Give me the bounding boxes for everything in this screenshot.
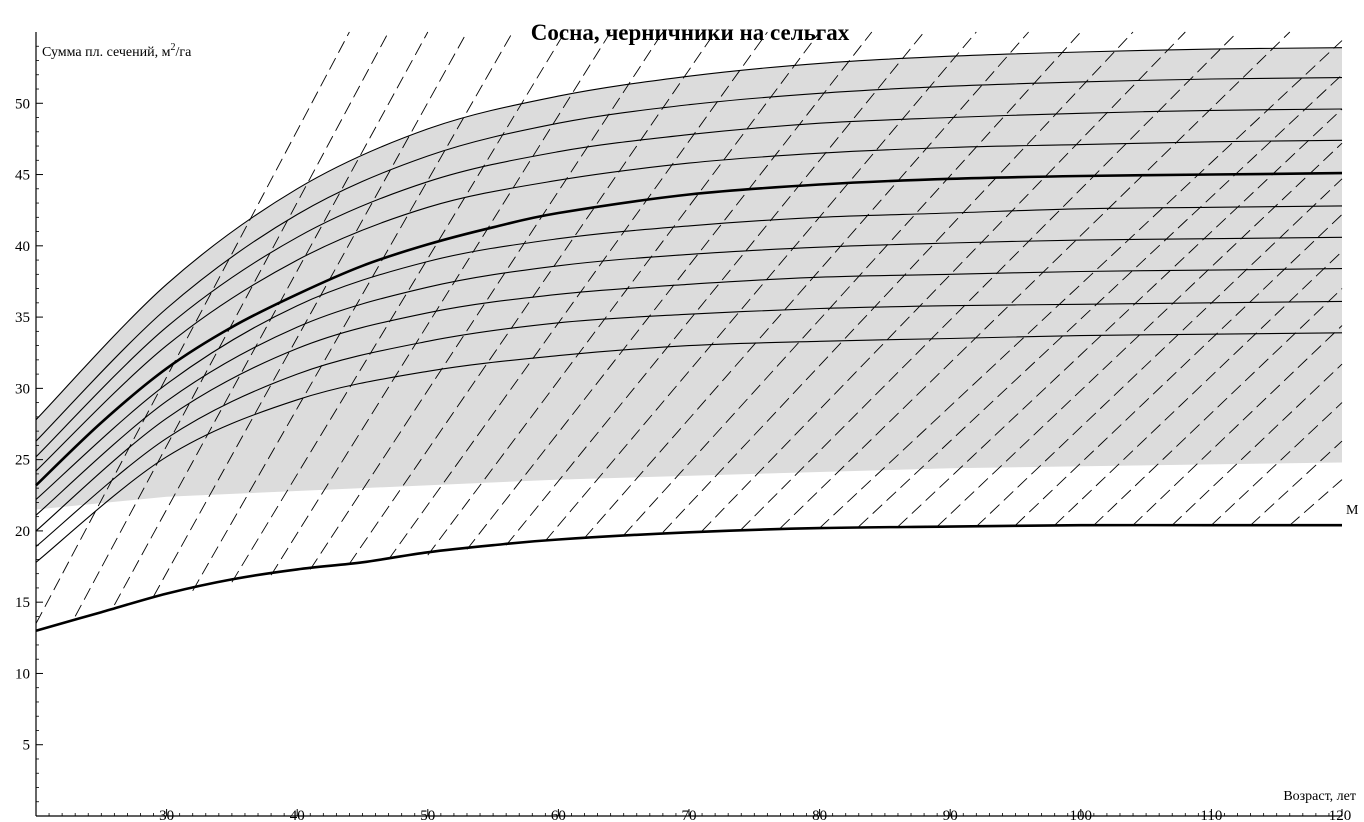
y-tick-label-30: 30: [15, 381, 30, 397]
x-axis-label: Возраст, лет: [1283, 789, 1356, 804]
dashed-line-15: [584, 31, 1029, 539]
x-tick-label-50: 50: [420, 808, 435, 822]
y-axis-label: Сумма пл. сечений, м2/га: [42, 42, 192, 60]
dashed-line-14: [544, 31, 977, 542]
chart-title: Сосна, черничники на сельгах: [531, 20, 850, 45]
dashed-line-32: [1250, 440, 1343, 526]
dashed-lines-group: [35, 31, 1343, 624]
thick-curve-11: [35, 523, 1342, 632]
x-tick-label-110: 110: [1200, 808, 1222, 822]
dashed-line-13: [505, 31, 925, 546]
curve-3: [35, 268, 1343, 532]
dashed-line-21: [819, 40, 1343, 529]
dashed-line-27: [1054, 251, 1343, 526]
y-tick-label-25: 25: [15, 453, 30, 469]
dashed-line-5: [192, 31, 514, 592]
dashed-line-33: [1289, 479, 1343, 526]
dashed-line-12: [466, 31, 873, 550]
x-tick-label-30: 30: [159, 808, 174, 822]
dashed-line-1: [35, 31, 350, 624]
y-tick-label-45: 45: [15, 168, 30, 184]
dashed-line-11: [427, 31, 820, 556]
dashed-line-28: [1093, 288, 1343, 526]
curve-9: [35, 77, 1343, 442]
dashed-line-10: [388, 31, 768, 560]
x-tick-label-100: 100: [1070, 808, 1093, 822]
curve-10: [35, 47, 1343, 421]
curve-2: [35, 300, 1343, 548]
y-tick-label-50: 50: [15, 96, 30, 112]
dashed-line-18: [701, 31, 1186, 532]
x-tick-label-40: 40: [290, 808, 305, 822]
dashed-line-4: [153, 31, 468, 597]
dashed-line-31: [1211, 402, 1343, 526]
dashed-line-20: [780, 31, 1291, 529]
curves-group: [35, 47, 1343, 632]
annotation-m: М: [1346, 503, 1359, 518]
dashed-line-7: [270, 31, 611, 576]
dashed-line-30: [1171, 363, 1343, 526]
y-tick-label-15: 15: [15, 595, 30, 611]
y-tick-label-40: 40: [15, 239, 30, 255]
dashed-line-6: [231, 31, 566, 583]
thick-curve-6: [35, 171, 1343, 487]
y-tick-label-35: 35: [15, 310, 30, 326]
dashed-line-19: [740, 31, 1238, 530]
y-tick-label-20: 20: [15, 524, 30, 540]
x-tick-label-60: 60: [551, 808, 566, 822]
curve-1: [35, 332, 1343, 563]
ticks-group: 30 40 50 60 70 80 90 100 110 120 5 10 15 20 25 30 35 40 45…: [15, 45, 1352, 822]
x-tick-label-70: 70: [682, 808, 697, 822]
x-tick-label-120: 120: [1329, 808, 1352, 822]
dashed-line-9: [349, 31, 716, 564]
curve-7: [35, 139, 1343, 472]
x-tick-label-80: 80: [812, 808, 827, 822]
x-tick-label-90: 90: [943, 808, 958, 822]
shaded-region: [36, 47, 1342, 510]
dashed-line-2: [74, 31, 389, 617]
dashed-line-22: [858, 74, 1343, 527]
dashed-line-23: [897, 108, 1343, 527]
curve-8: [35, 108, 1343, 458]
y-tick-label-5: 5: [23, 738, 31, 754]
dashed-line-29: [1132, 325, 1343, 526]
dashed-line-17: [662, 31, 1134, 533]
y-tick-label-10: 10: [15, 666, 30, 682]
shaded-band: [36, 47, 1342, 510]
curve-5: [35, 205, 1343, 500]
dashed-line-25: [975, 178, 1343, 527]
curve-4: [35, 236, 1343, 516]
dashed-line-8: [309, 31, 664, 570]
